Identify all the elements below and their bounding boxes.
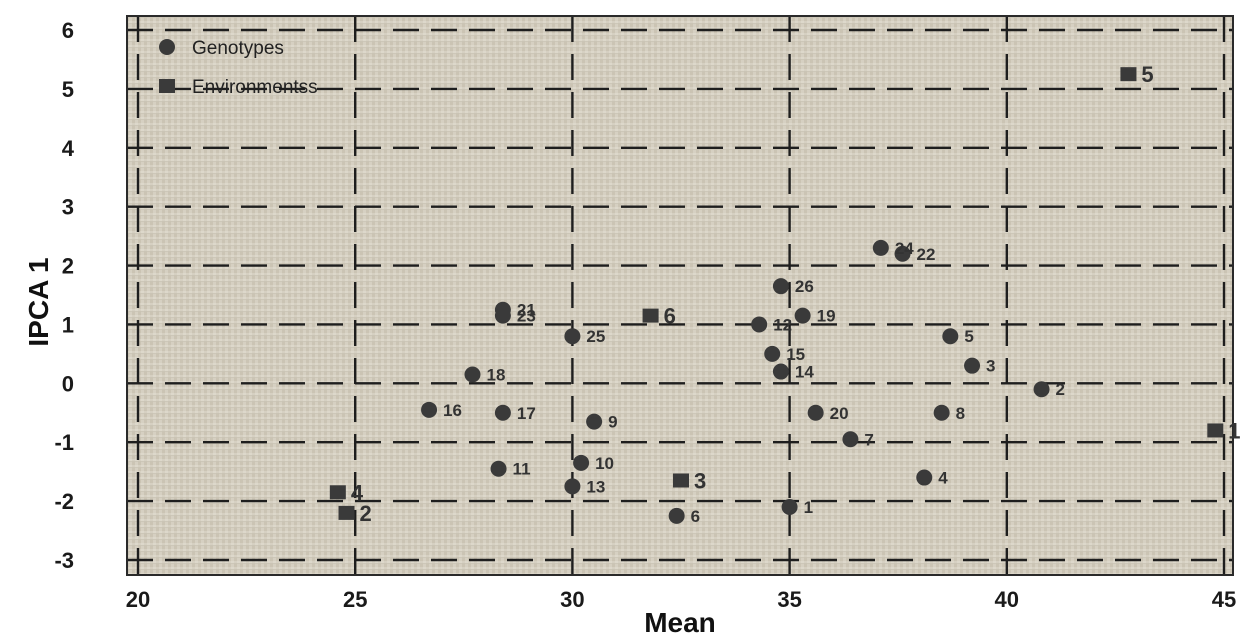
genotype-point-label: 7 [864, 430, 873, 449]
genotype-point [794, 307, 811, 324]
genotype-point [421, 401, 438, 418]
environment-point [642, 308, 659, 323]
x-tick-label: 25 [343, 587, 367, 612]
genotype-point-label: 15 [786, 345, 805, 364]
legend-label-genotypes: Genotypes [192, 38, 284, 59]
genotype-point [1033, 381, 1050, 398]
genotype-point-label: 11 [513, 460, 531, 479]
y-tick-label: -3 [54, 548, 74, 573]
environment-point [329, 485, 346, 500]
genotype-point-label: 16 [443, 401, 462, 420]
y-tick-label: 6 [62, 18, 74, 43]
genotype-point [781, 499, 798, 515]
plot-frame [126, 15, 1234, 576]
legend-marker-environments [159, 79, 175, 93]
genotype-point [464, 366, 481, 383]
genotype-point [494, 307, 511, 324]
y-tick-label: 4 [62, 136, 75, 161]
genotype-point-label: 6 [691, 507, 700, 526]
genotype-point-label: 12 [773, 315, 792, 334]
legend-marker-genotypes [159, 39, 175, 55]
genotype-point-label: 4 [938, 469, 948, 488]
environment-point-label: 4 [351, 480, 364, 505]
y-tick-label: -2 [54, 489, 74, 514]
x-axis-label: Mean [644, 607, 716, 638]
genotype-point [894, 245, 911, 262]
environment-point-label: 1 [1228, 418, 1240, 443]
genotype-point [586, 413, 603, 430]
genotype-point-label: 14 [795, 363, 814, 382]
legend-label-environments: Environmentss [192, 77, 318, 98]
environment-point [673, 473, 689, 488]
genotype-point [490, 460, 507, 477]
x-tick-label: 35 [777, 587, 801, 612]
genotype-point-label: 3 [986, 357, 995, 376]
y-tick-label: 3 [62, 195, 74, 220]
genotype-point-label: 1 [804, 498, 813, 517]
genotype-point-label: 20 [830, 404, 849, 423]
genotype-point [564, 328, 581, 345]
genotype-point [564, 478, 581, 495]
environment-point [1207, 423, 1224, 438]
gridlines [127, 16, 1233, 575]
genotype-point-label: 5 [964, 327, 973, 346]
environment-point [338, 505, 355, 520]
y-axis-label: IPCA 1 [23, 257, 54, 346]
genotype-point [942, 328, 959, 345]
x-tick-label: 30 [560, 587, 584, 612]
y-tick-label: 1 [62, 312, 74, 337]
genotype-point-label: 2 [1056, 380, 1065, 399]
genotype-point-label: 13 [586, 477, 605, 496]
environment-point [1120, 67, 1137, 82]
legend: Genotypes Environmentss [159, 38, 318, 98]
genotype-point [668, 507, 685, 524]
genotype-point-label: 25 [586, 327, 605, 346]
genotype-point [573, 454, 590, 471]
genotype-point [764, 345, 781, 362]
genotype-point-label: 9 [608, 413, 617, 432]
genotype-point [772, 278, 789, 295]
genotype-point [872, 239, 889, 256]
environment-point-label: 2 [360, 501, 372, 526]
x-tick-label: 20 [126, 587, 150, 612]
genotype-point [933, 404, 950, 421]
genotype-point-label: 26 [795, 277, 814, 296]
genotype-point-label: 10 [595, 454, 614, 473]
genotype-point-label: 8 [956, 404, 965, 423]
genotype-point [916, 469, 933, 486]
y-tick-label: 2 [62, 254, 74, 279]
x-tick-label: 45 [1212, 587, 1236, 612]
genotype-point [751, 316, 768, 333]
genotype-point [807, 404, 824, 421]
genotype-point-label: 19 [817, 307, 836, 326]
genotype-point-label: 18 [486, 366, 505, 385]
genotype-point-label: 23 [517, 307, 536, 326]
y-tick-label: 5 [62, 77, 74, 102]
plot-background [127, 16, 1233, 575]
genotype-point-label: 17 [517, 404, 536, 423]
genotype-point [842, 431, 859, 448]
x-tick-label: 40 [995, 587, 1019, 612]
environment-point-label: 5 [1141, 62, 1153, 87]
environment-point-label: 3 [694, 469, 706, 494]
environment-point-label: 6 [664, 304, 676, 329]
y-tick-label: 0 [62, 371, 74, 396]
genotype-point-label: 21 [517, 301, 536, 320]
genotype-point [494, 404, 511, 421]
genotype-point-label: 24 [895, 239, 914, 258]
y-axis-ticks: 6 5 4 3 2 1 0 -1 -2 -3 [54, 18, 74, 573]
genotype-point [772, 363, 789, 380]
y-tick-label: -1 [54, 430, 74, 455]
genotype-point-label: 22 [917, 245, 936, 264]
genotype-point [964, 357, 981, 374]
x-axis-ticks: 20 25 30 35 40 45 [126, 587, 1236, 612]
